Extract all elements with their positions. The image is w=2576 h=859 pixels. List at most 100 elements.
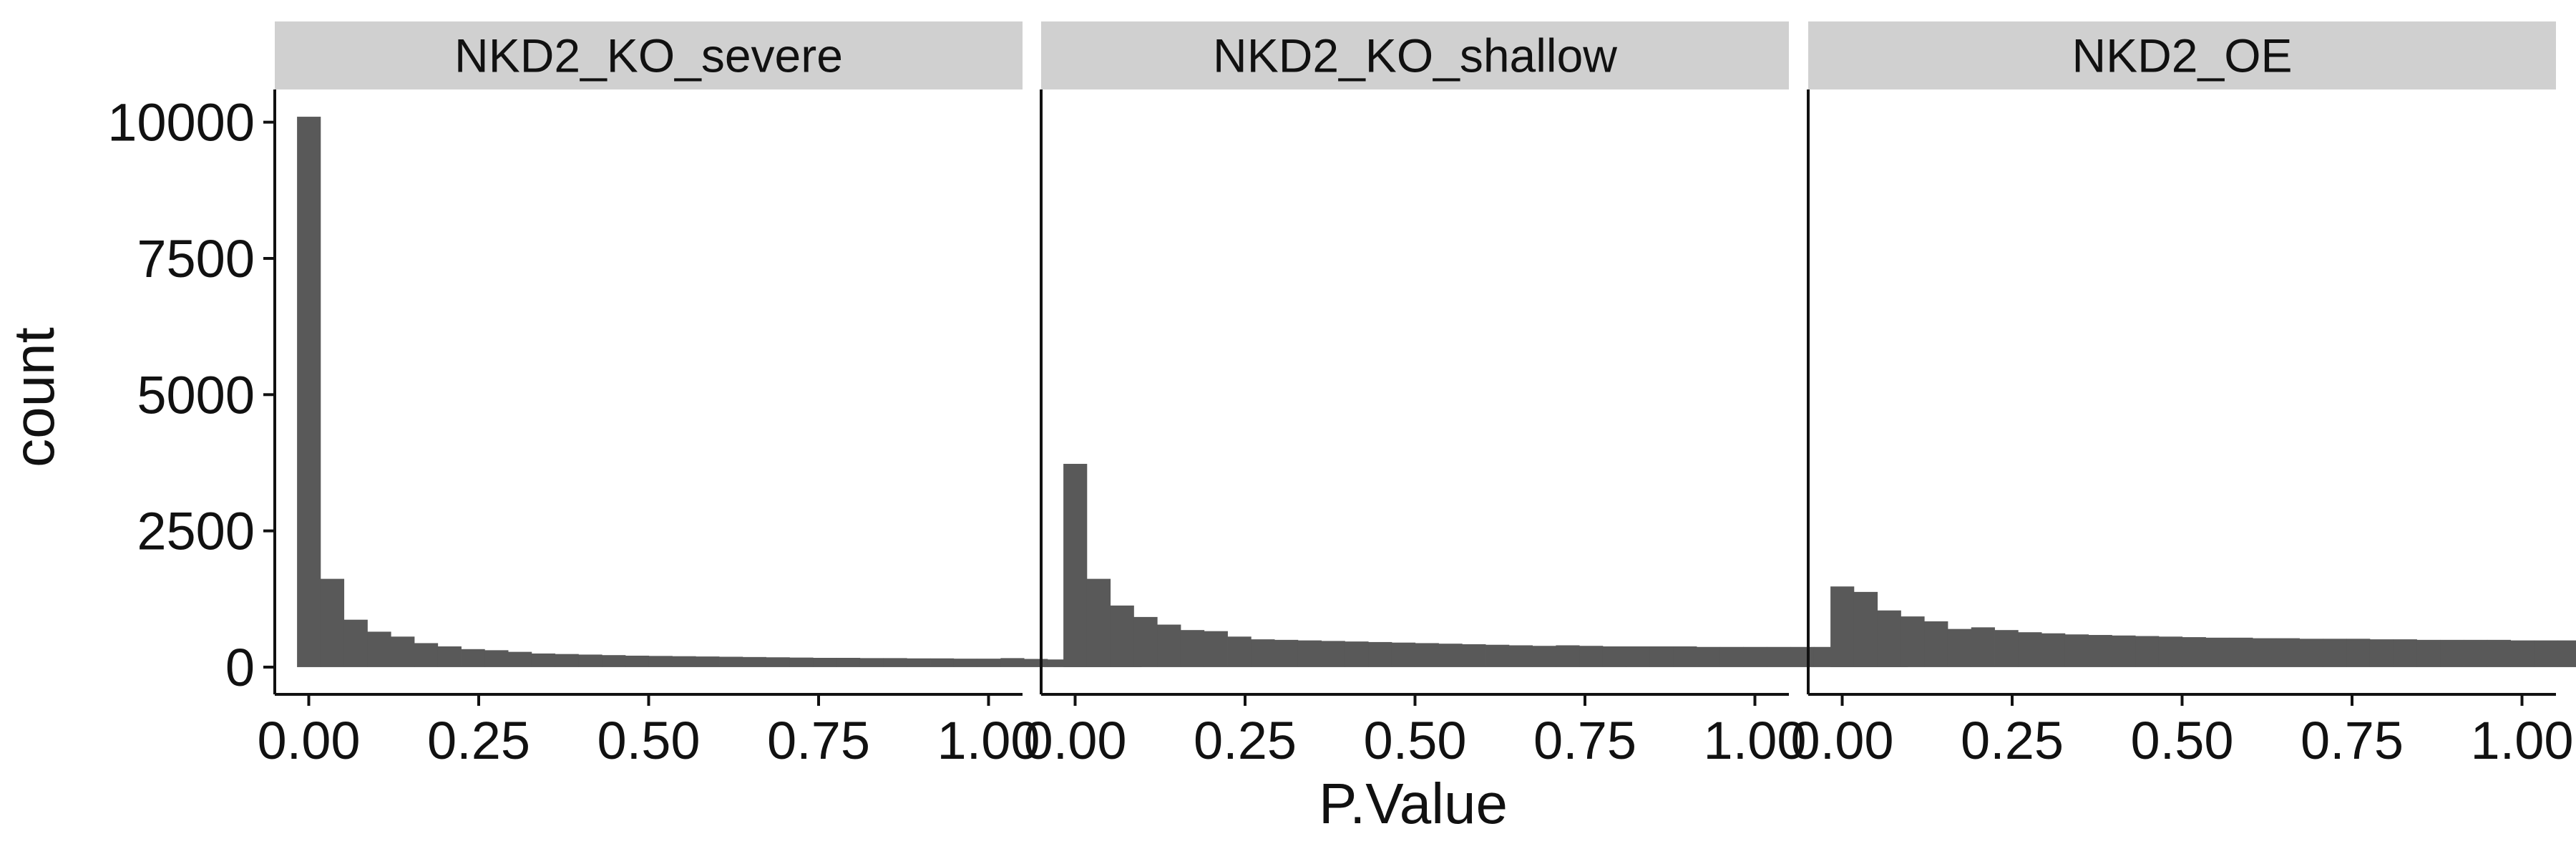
histogram-bar — [1063, 463, 1088, 667]
y-tick-label: 10000 — [107, 93, 255, 152]
histogram-bar — [813, 657, 837, 667]
x-tick-label: 0.50 — [2130, 711, 2233, 770]
histogram-bar — [2088, 635, 2112, 667]
histogram-bar — [1462, 644, 1486, 667]
histogram-bar — [484, 650, 509, 667]
histogram-bar — [672, 656, 696, 667]
histogram-bar — [1438, 644, 1463, 667]
histogram-bar — [508, 651, 532, 667]
y-tick-label: 7500 — [137, 229, 255, 288]
y-axis: 0 2500 5000 7500 10000 — [107, 93, 275, 697]
facet-strip-label: NKD2_KO_shallow — [1213, 29, 1617, 82]
histogram-bar — [2416, 639, 2441, 667]
histogram-bar — [1345, 641, 1369, 667]
histogram-bar — [1110, 605, 1134, 667]
histogram-bar — [836, 657, 861, 667]
histogram-bar — [531, 653, 556, 667]
histogram-bar — [2275, 638, 2301, 667]
histogram-bar — [1180, 630, 1205, 667]
y-axis-title: count — [2, 327, 66, 467]
y-tick-label: 0 — [225, 638, 255, 697]
histogram-bar — [1767, 646, 1791, 667]
histogram-bar — [789, 657, 814, 667]
histogram-bar — [1743, 646, 1767, 667]
histogram-bar — [297, 117, 321, 667]
facet-panel: NKD2_OE 0.00 0.25 0.50 0.75 1.00 — [1790, 21, 2576, 770]
histogram-bar — [1556, 645, 1580, 667]
histogram-bar — [1297, 640, 1322, 667]
histogram-bar — [1719, 646, 1744, 667]
histogram-bar — [2393, 639, 2417, 667]
histogram-bar — [1877, 610, 1901, 667]
histogram-bar — [1830, 586, 1855, 667]
histogram-bar — [625, 655, 650, 667]
histogram-bar — [1947, 629, 1972, 667]
histogram-bar — [1649, 646, 1674, 667]
histogram-bar — [1047, 659, 1072, 667]
x-tick-label: 0.00 — [1790, 711, 1893, 770]
x-axis-title: P.Value — [1319, 772, 1508, 835]
histogram-bar — [1391, 642, 1416, 667]
x-tick-label: 1.00 — [937, 711, 1040, 770]
histogram-bar — [1485, 644, 1510, 667]
histogram-bar — [1086, 578, 1111, 667]
histogram-bar — [343, 619, 368, 667]
histogram-bar — [461, 649, 485, 667]
histogram-bar — [1508, 645, 1533, 667]
histogram-bar — [2018, 632, 2042, 667]
x-tick-label: 0.00 — [257, 711, 360, 770]
x-tick-label: 0.50 — [1363, 711, 1466, 770]
histogram-bar — [1673, 646, 1697, 667]
histogram-bar — [1204, 631, 1228, 667]
histogram-bar — [602, 655, 626, 667]
histogram-bar — [437, 646, 462, 667]
histogram-bar — [1251, 639, 1275, 667]
histogram-bar — [1157, 624, 1181, 667]
histogram-bar — [1368, 641, 1392, 667]
x-tick-label: 0.25 — [1194, 711, 1297, 770]
histogram-bar — [1321, 641, 1345, 667]
histogram-bar — [2205, 637, 2230, 667]
histogram-bar — [2510, 640, 2534, 667]
histogram-bar — [2112, 635, 2136, 667]
histogram-bar — [2440, 639, 2464, 667]
histogram-bar — [766, 657, 790, 667]
x-tick-label: 0.75 — [2301, 711, 2404, 770]
histogram-bar — [2487, 639, 2511, 667]
histogram-bar — [907, 658, 931, 667]
y-tick-label: 5000 — [137, 365, 255, 424]
histogram-bar — [1000, 658, 1025, 667]
histogram-bar — [1790, 646, 1815, 667]
histogram-bar — [859, 658, 884, 667]
histogram-bar — [1133, 616, 1158, 667]
histogram-bar — [930, 658, 955, 667]
histogram-bar — [1697, 646, 1721, 667]
x-tick-label: 0.25 — [427, 711, 530, 770]
x-tick-label: 0.75 — [767, 711, 870, 770]
histogram-bar — [953, 659, 977, 667]
y-tick-label: 2500 — [137, 502, 255, 561]
histogram-bar — [742, 656, 767, 667]
histogram-bar — [391, 636, 415, 667]
histogram-bar — [719, 656, 743, 667]
histogram-bar — [1532, 646, 1556, 667]
facet-strip — [1041, 21, 1789, 89]
histogram-bar — [2299, 639, 2323, 667]
histogram-bar — [1971, 627, 1995, 667]
x-tick-label: 1.00 — [2470, 711, 2573, 770]
histogram-bar — [1602, 646, 1627, 667]
histogram-bar — [1579, 646, 1604, 667]
histogram-bar — [1024, 659, 1048, 667]
histogram-bar — [414, 643, 439, 667]
histogram-bar — [1626, 646, 1650, 667]
x-tick-label: 0.75 — [1533, 711, 1636, 770]
facet-panel: NKD2_KO_severe 0.00 0.25 0.50 0.75 1.00 — [257, 21, 1142, 770]
histogram-bar — [1415, 643, 1439, 667]
histogram-bar — [2369, 639, 2394, 667]
histogram-bar — [2323, 639, 2347, 667]
histogram-bar — [977, 659, 1001, 667]
x-tick-label: 0.25 — [1961, 711, 2064, 770]
facet-strip-label: NKD2_OE — [2072, 29, 2292, 82]
